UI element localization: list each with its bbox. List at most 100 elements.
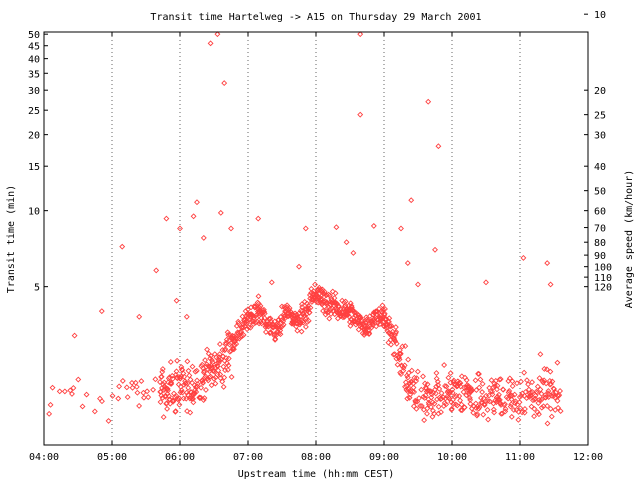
data-point [418,386,425,393]
y-axis-label: Transit time (min) [6,185,17,293]
y2-tick-label: 40 [594,162,606,173]
data-point [420,373,426,380]
data-point [163,400,170,407]
data-point [202,357,209,364]
data-point [268,279,275,286]
data-point [456,393,463,400]
y2-tick-label: 100 [594,263,612,274]
data-point [261,308,268,315]
y2-tick-label: 90 [594,251,606,262]
data-point [264,321,271,328]
data-point [515,416,522,423]
data-point [109,392,116,399]
data-point [445,374,452,381]
data-point [551,386,558,392]
data-point [193,389,200,395]
data-point [530,397,536,404]
data-point [183,313,190,320]
data-point [529,379,536,386]
data-point [484,406,491,413]
data-point [305,305,312,312]
data-point [492,383,498,390]
data-point [455,380,462,387]
data-point [472,400,479,407]
data-point [71,332,78,339]
data-point [116,383,123,390]
data-point [178,364,185,370]
data-point [257,302,264,309]
data-point [97,395,103,402]
x-tick-label: 11:00 [505,452,535,463]
x-tick-label: 09:00 [369,452,399,463]
data-point [168,380,175,387]
data-point [185,367,192,374]
data-point [124,394,131,401]
data-point [334,315,341,322]
data-point [404,260,411,267]
y2-axis-label: Average speed (km/hour) [624,170,635,308]
data-point [168,379,175,386]
data-point [184,358,191,365]
data-point [467,400,474,407]
data-point [134,389,141,396]
data-point [366,330,373,337]
data-point [460,389,467,395]
data-point [390,351,397,358]
data-point [204,346,211,353]
data-point [98,308,105,315]
data-point [219,378,226,385]
data-point [187,409,194,416]
data-point [432,390,439,397]
data-point [521,369,528,376]
data-point [425,98,432,105]
data-point [115,395,122,402]
data-point [257,318,264,325]
data-point [312,281,318,288]
data-point [138,378,145,385]
data-point [534,383,541,390]
data-point [401,362,408,369]
data-point [414,368,421,375]
data-point [217,371,224,378]
data-point [217,209,224,216]
data-point [207,40,214,47]
data-point [61,388,68,395]
data-point [458,373,465,380]
data-point [202,386,209,393]
data-point [178,387,185,394]
data-point [174,357,181,364]
data-point [255,215,262,222]
data-point [185,384,192,391]
data-point [494,386,500,393]
data-point [525,381,532,388]
data-point [477,376,484,383]
data-point [144,388,151,395]
data-point [408,197,415,204]
data-point [158,392,165,399]
data-point [514,380,520,387]
data-point [215,367,222,374]
data-point [457,397,464,404]
data-point [262,329,269,335]
data-point [434,378,441,385]
data-point [446,395,453,402]
data-point [506,375,513,382]
data-point [480,411,487,418]
data-point [238,328,245,335]
data-point [129,384,136,391]
data-point [393,340,400,347]
data-point [398,371,404,378]
y-tick-label: 10 [28,207,40,218]
data-point [164,385,171,392]
data-point [556,392,563,399]
data-point [406,394,413,401]
data-point [99,398,105,405]
data-point [164,405,171,412]
data-point [325,291,332,298]
data-point [181,373,188,380]
data-point [213,360,220,367]
x-axis-label: Upstream time (hh:mm CEST) [238,469,395,480]
data-point [517,405,524,412]
data-point [241,320,248,327]
data-point [388,341,394,348]
